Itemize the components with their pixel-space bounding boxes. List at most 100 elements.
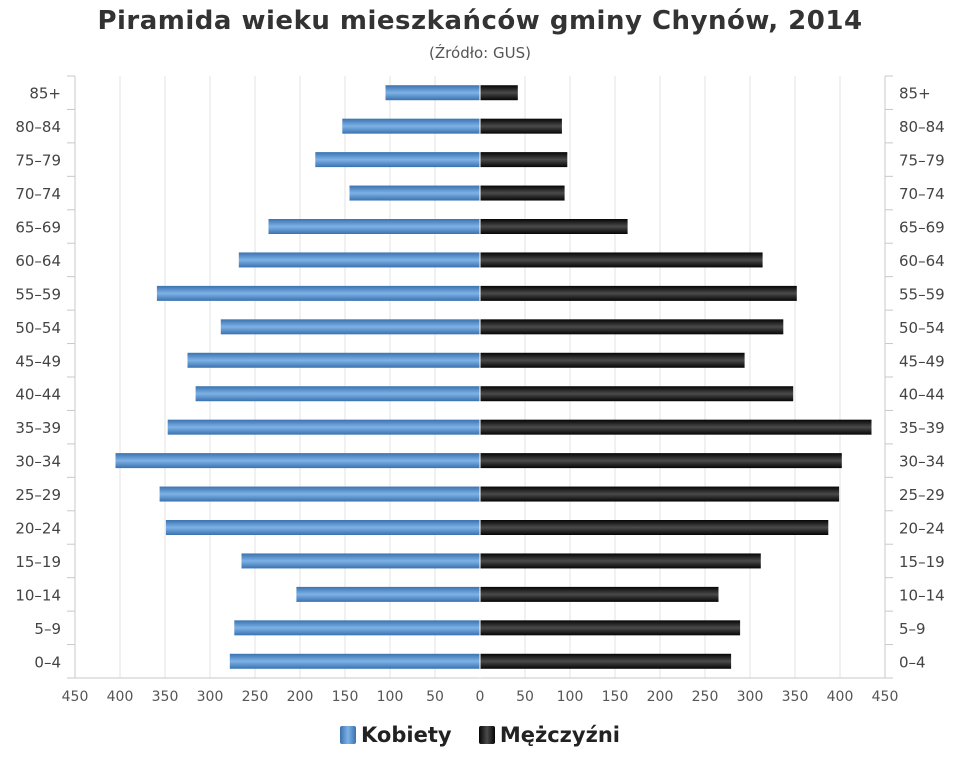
category-label-right: 25–29 (899, 486, 945, 504)
category-label-left: 10–14 (15, 586, 61, 604)
bar-women (187, 352, 480, 368)
category-label-right: 45–49 (899, 352, 945, 370)
bar-men (480, 453, 842, 469)
legend-swatch-men (478, 726, 495, 744)
bar-men (480, 85, 518, 101)
legend-label-women: Kobiety (361, 723, 452, 747)
category-label-right: 65–69 (899, 219, 945, 237)
category-label-right: 85+ (899, 85, 931, 103)
category-label-right: 30–34 (899, 453, 945, 471)
x-tick-label: 50 (426, 689, 444, 705)
bar-women (315, 152, 480, 168)
x-tick-label: 200 (647, 689, 674, 705)
category-label-right: 75–79 (899, 152, 945, 170)
x-tick-label: 0 (476, 689, 485, 705)
x-tick-label: 450 (62, 689, 89, 705)
category-label-right: 40–44 (899, 386, 945, 404)
category-label-left: 75–79 (15, 152, 61, 170)
bar-women (167, 419, 480, 435)
category-label-left: 30–34 (15, 453, 61, 471)
bar-women (159, 486, 480, 502)
category-label-left: 0–4 (34, 653, 61, 671)
legend-item-women[interactable]: Kobiety (340, 723, 452, 747)
x-tick-label: 150 (332, 689, 359, 705)
category-label-right: 60–64 (899, 252, 945, 270)
category-label-left: 65–69 (15, 219, 61, 237)
category-label-right: 15–19 (899, 553, 945, 571)
bar-men (480, 118, 562, 134)
x-tick-label: 100 (557, 689, 584, 705)
bar-men (480, 219, 628, 234)
bar-men (480, 319, 784, 335)
category-label-left: 40–44 (15, 386, 61, 404)
bar-men (480, 520, 829, 535)
bar-men (480, 352, 745, 368)
chart-title: Piramida wieku mieszkańców gminy Chynów,… (97, 6, 863, 36)
x-tick-label: 250 (692, 689, 719, 705)
x-tick-label: 450 (872, 689, 899, 705)
bar-women (234, 620, 480, 636)
chart-subtitle: (Źródło: GUS) (429, 44, 531, 62)
category-label-right: 70–74 (899, 185, 945, 203)
category-label-left: 50–54 (15, 319, 61, 337)
x-tick-label: 50 (516, 689, 534, 705)
bar-women (342, 118, 480, 134)
bar-men (480, 586, 719, 602)
bar-women (385, 85, 480, 101)
category-label-left: 5–9 (34, 620, 61, 638)
x-tick-label: 400 (107, 689, 134, 705)
bar-men (480, 386, 794, 402)
bar-men (480, 285, 797, 301)
bar-men (480, 653, 732, 669)
bar-women (349, 185, 480, 201)
bar-men (480, 419, 872, 435)
bar-women (268, 219, 480, 234)
category-label-right: 55–59 (899, 285, 945, 303)
x-tick-label: 200 (287, 689, 314, 705)
category-label-left: 35–39 (15, 419, 61, 437)
category-label-left: 60–64 (15, 252, 61, 270)
bar-women (165, 520, 480, 535)
bar-women (195, 386, 480, 402)
category-label-right: 10–14 (899, 586, 945, 604)
category-label-left: 45–49 (15, 352, 61, 370)
bar-men (480, 620, 741, 636)
category-label-right: 50–54 (899, 319, 945, 337)
x-tick-label: 350 (782, 689, 809, 705)
category-label-left: 25–29 (15, 486, 61, 504)
bar-women (220, 319, 481, 335)
bar-men (480, 486, 840, 502)
category-label-left: 85+ (29, 85, 61, 103)
bar-men (480, 185, 565, 201)
bar-women (115, 453, 480, 469)
legend-label-men: Mężczyźni (499, 723, 620, 747)
bar-women (296, 586, 480, 602)
category-label-right: 35–39 (899, 419, 945, 437)
category-label-left: 20–24 (15, 520, 61, 538)
category-label-left: 80–84 (15, 118, 61, 136)
x-tick-label: 150 (602, 689, 629, 705)
bar-men (480, 252, 763, 268)
legend-swatch-women (340, 726, 357, 744)
bar-men (480, 553, 761, 569)
x-tick-label: 400 (827, 689, 854, 705)
x-tick-label: 300 (737, 689, 764, 705)
legend-item-men[interactable]: Mężczyźni (478, 723, 620, 747)
x-tick-label: 250 (242, 689, 269, 705)
bar-women (241, 553, 480, 569)
bar-women (229, 653, 480, 669)
x-tick-label: 100 (377, 689, 404, 705)
category-label-left: 15–19 (15, 553, 61, 571)
category-label-left: 55–59 (15, 285, 61, 303)
bar-women (238, 252, 480, 268)
category-label-right: 80–84 (899, 118, 945, 136)
category-label-left: 70–74 (15, 185, 61, 203)
x-tick-label: 300 (197, 689, 224, 705)
chart-legend: Kobiety Mężczyźni (0, 722, 960, 747)
category-label-right: 5–9 (899, 620, 926, 638)
bar-men (480, 152, 568, 168)
x-tick-label: 350 (152, 689, 179, 705)
category-label-right: 20–24 (899, 520, 945, 538)
bar-women (156, 285, 480, 301)
